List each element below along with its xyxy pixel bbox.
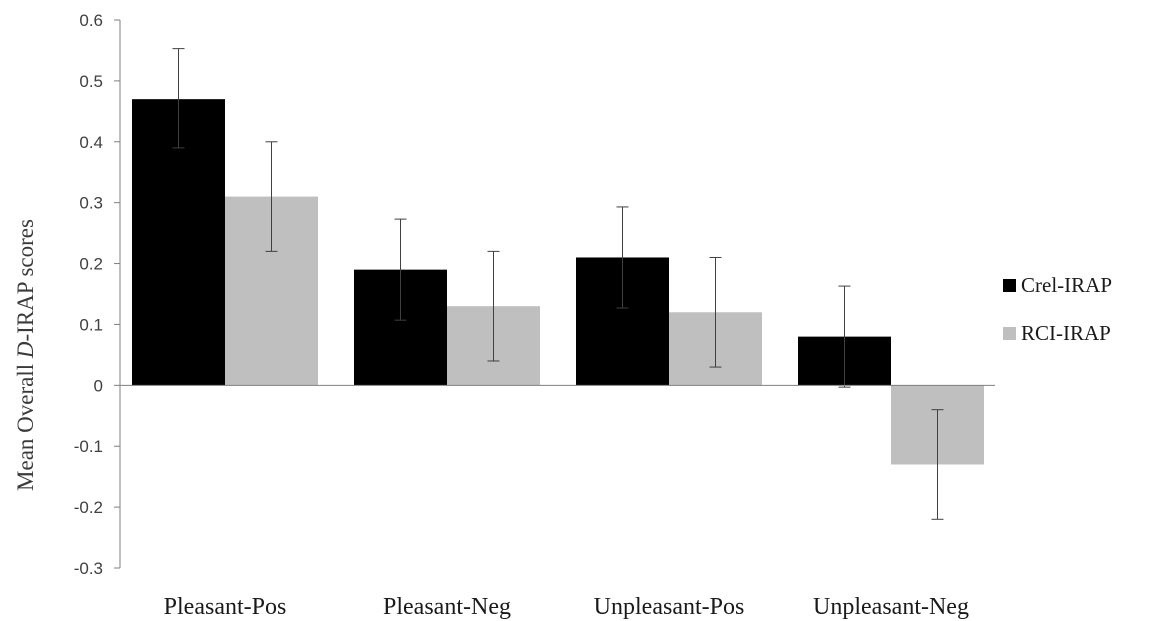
- x-category-label: Pleasant-Pos: [164, 594, 287, 620]
- y-tick-label: -0.2: [74, 498, 103, 517]
- y-axis-label: Mean Overall D-IRAP scores: [13, 219, 38, 491]
- legend-item-crel-irap: Crel-IRAP: [1003, 273, 1112, 297]
- y-axis-label-part1: Mean Overall: [13, 358, 38, 491]
- error-bar-crel-irap-pleasant-pos: [172, 48, 185, 149]
- y-tick-label: 0.5: [79, 72, 103, 91]
- error-bar-crel-irap-pleasant-neg: [394, 218, 407, 321]
- x-category-label: Unpleasant-Pos: [594, 594, 745, 620]
- y-tick-labels: 0.6 0.5 0.4 0.3 0.2 0.1 0 -0.1 -0.2 -0.3: [74, 11, 103, 578]
- legend-item-rci-irap: RCI-IRAP: [1003, 321, 1111, 345]
- y-tick-label: 0.2: [79, 255, 103, 274]
- y-axis-label-part2: -IRAP scores: [13, 219, 38, 341]
- y-tick-label: -0.1: [74, 437, 103, 456]
- y-tick-label: 0.4: [79, 133, 103, 152]
- y-axis-label-italic: D: [13, 341, 38, 359]
- bars-layer: [132, 99, 984, 465]
- axes-layer: [114, 19, 995, 569]
- error-bar-crel-irap-unpleasant-neg: [838, 285, 851, 388]
- error-bar-rci-irap-pleasant-pos: [265, 141, 278, 252]
- error-bar-rci-irap-unpleasant-pos: [709, 256, 722, 368]
- legend-label: RCI-IRAP: [1021, 321, 1111, 345]
- error-bars-layer: [172, 48, 944, 520]
- y-tick-label: 0: [94, 376, 103, 395]
- error-bar-rci-irap-unpleasant-neg: [931, 409, 944, 520]
- legend-swatch: [1003, 327, 1016, 340]
- y-tick-label: 0.6: [79, 11, 103, 30]
- error-bar-crel-irap-unpleasant-pos: [616, 206, 629, 309]
- legend: Crel-IRAP RCI-IRAP: [1003, 273, 1112, 345]
- category-labels: Pleasant-Pos Pleasant-Neg Unpleasant-Pos Un…: [164, 594, 969, 620]
- error-bar-rci-irap-pleasant-neg: [487, 250, 500, 362]
- legend-swatch: [1003, 279, 1016, 292]
- x-category-label: Pleasant-Neg: [383, 594, 511, 620]
- legend-label: Crel-IRAP: [1021, 273, 1112, 297]
- x-category-label: Unpleasant-Neg: [813, 594, 969, 620]
- y-tick-label: 0.1: [79, 315, 103, 334]
- y-tick-label: -0.3: [74, 559, 103, 578]
- y-tick-label: 0.3: [79, 194, 103, 213]
